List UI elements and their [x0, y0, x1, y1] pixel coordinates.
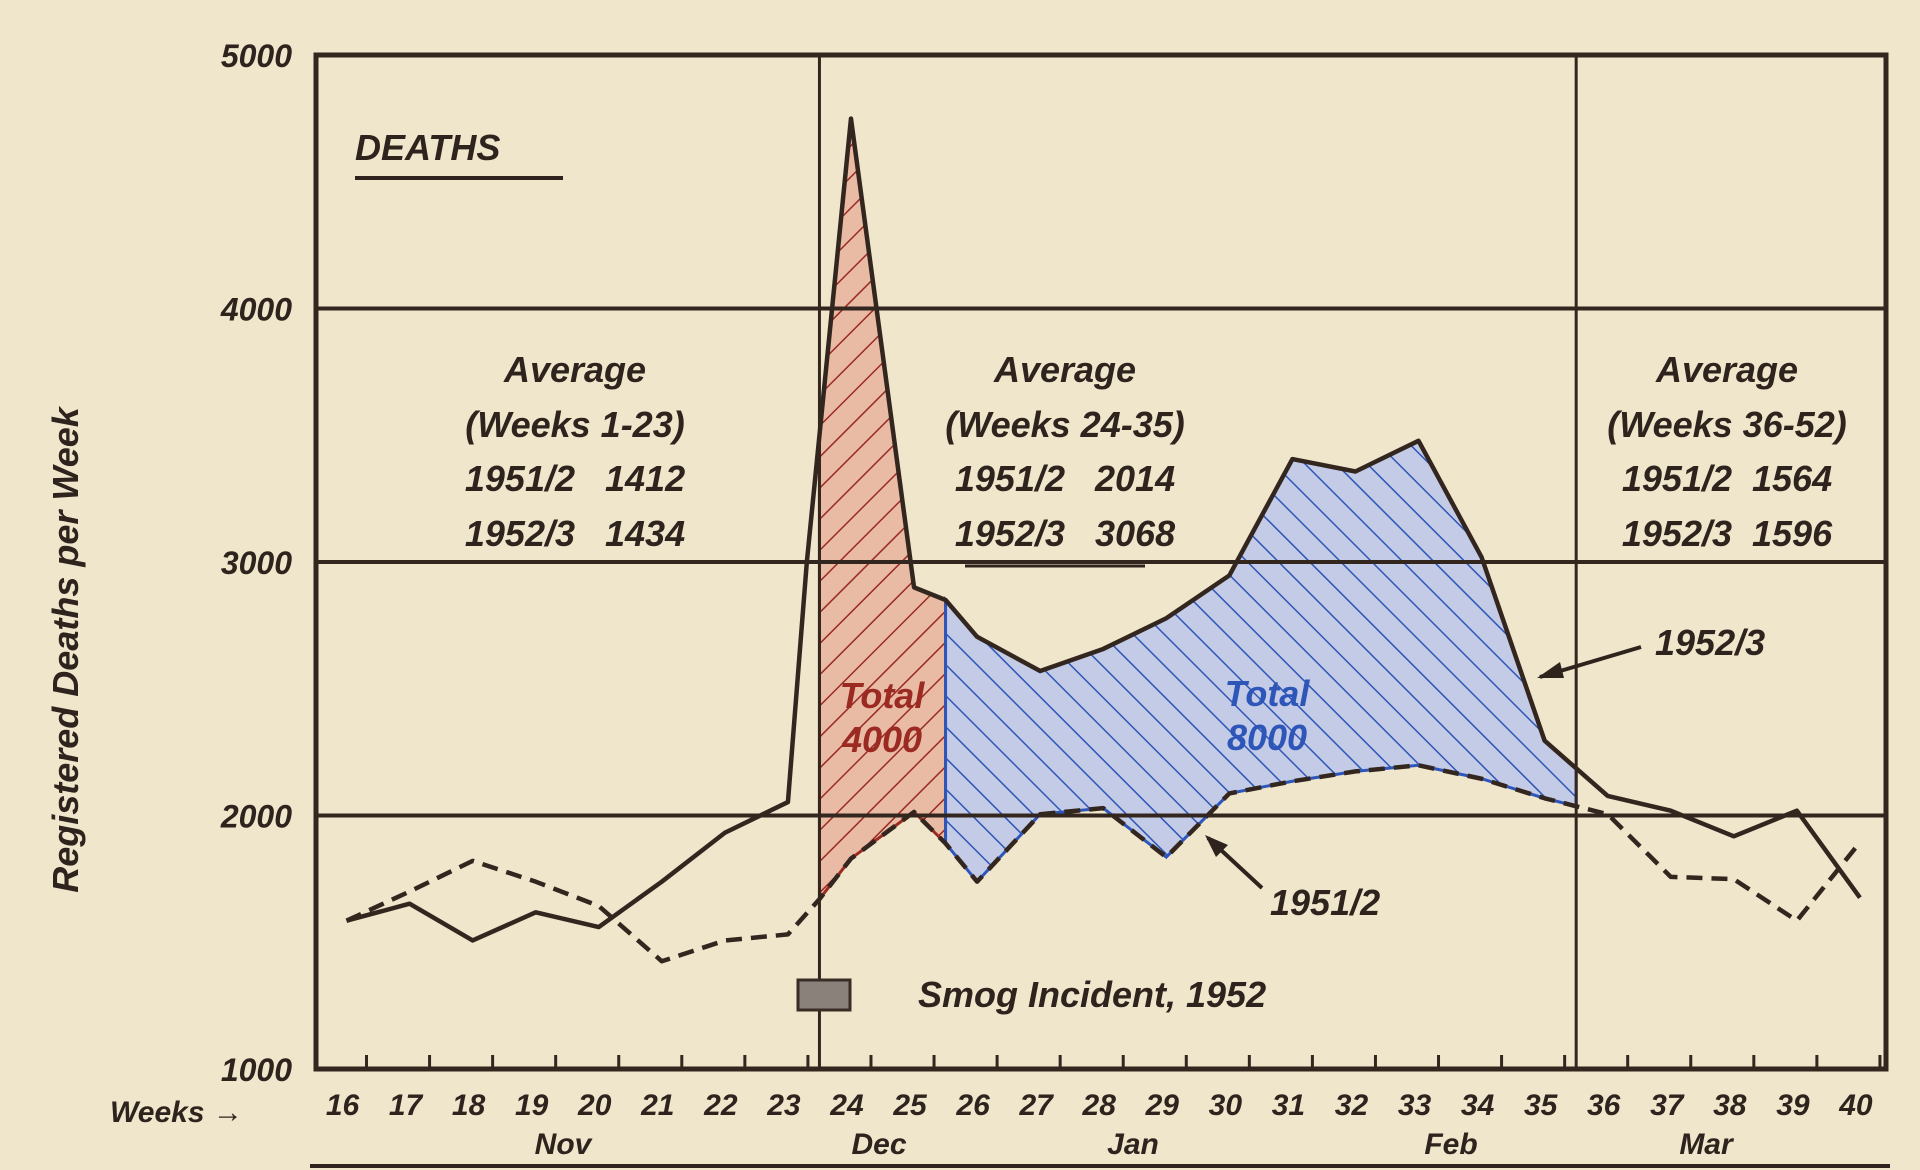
x-tick-label: 23 — [766, 1089, 801, 1122]
y-tick-label: 5000 — [221, 38, 292, 74]
series-line-1951-2 — [345, 763, 1862, 964]
series-line-1952-3 — [345, 116, 1862, 943]
period2-line3: 1951/2 2014 — [955, 458, 1175, 499]
month-label: Feb — [1424, 1128, 1477, 1161]
red-total-label: Total — [840, 675, 926, 716]
series-label-1952: 1952/3 — [1655, 622, 1765, 663]
x-tick-label: 24 — [829, 1089, 864, 1122]
arrowhead-1952 — [1537, 662, 1564, 678]
plot-frame — [313, 52, 1889, 1072]
period2-line1: Average — [993, 349, 1136, 390]
period1-line1: Average — [503, 349, 646, 390]
period3-line2: (Weeks 36-52) — [1607, 404, 1846, 445]
month-label: Mar — [1679, 1128, 1735, 1161]
x-tick-label: 26 — [955, 1089, 990, 1122]
x-tick-label: 30 — [1209, 1089, 1243, 1122]
x-tick-label: 38 — [1713, 1089, 1747, 1122]
smog-incident-label: Smog Incident, 1952 — [918, 974, 1266, 1015]
x-tick-label: 34 — [1461, 1089, 1495, 1122]
arrowhead-1951 — [1205, 835, 1228, 857]
blue-total-value: 8000 — [1227, 717, 1307, 758]
x-tick-label: 40 — [1838, 1089, 1873, 1122]
month-label: Jan — [1107, 1128, 1159, 1161]
x-tick-label: 16 — [326, 1089, 360, 1122]
x-tick-label: 31 — [1272, 1089, 1305, 1122]
chart-title: DEATHS — [355, 127, 500, 168]
x-tick-label: 21 — [640, 1089, 674, 1122]
red-total-value: 4000 — [841, 719, 922, 760]
x-tick-label: 33 — [1398, 1089, 1432, 1122]
period3-line3: 1951/2 1564 — [1622, 458, 1832, 499]
series-label-1951: 1951/2 — [1270, 882, 1380, 923]
blue-total-label: Total — [1225, 673, 1311, 714]
x-tick-label: 39 — [1776, 1089, 1810, 1122]
x-tick-label: 25 — [892, 1089, 928, 1122]
y-tick-label: 1000 — [221, 1052, 292, 1088]
period2-line2: (Weeks 24-35) — [945, 404, 1184, 445]
x-tick-label: 27 — [1018, 1089, 1054, 1122]
period1-line2: (Weeks 1-23) — [465, 404, 684, 445]
period2-line4: 1952/3 3068 — [955, 513, 1175, 554]
x-tick-label: 22 — [703, 1089, 738, 1122]
y-tick-label: 2000 — [220, 799, 292, 835]
x-tick-label: 20 — [577, 1089, 612, 1122]
x-tick-label: 18 — [452, 1089, 486, 1122]
period3-line4: 1952/3 1596 — [1622, 513, 1833, 554]
period3-line1: Average — [1655, 349, 1798, 390]
x-tick-label: 36 — [1587, 1089, 1621, 1122]
y-tick-label: 3000 — [221, 545, 292, 581]
weeks-axis-label: Weeks → — [110, 1096, 243, 1129]
y-tick-label: 4000 — [220, 292, 292, 328]
x-tick-label: 19 — [515, 1089, 549, 1122]
period1-line3: 1951/2 1412 — [465, 458, 685, 499]
period1-line4: 1952/3 1434 — [465, 513, 685, 554]
x-tick-label: 35 — [1524, 1089, 1559, 1122]
x-tick-label: 37 — [1650, 1089, 1685, 1122]
x-tick-label: 29 — [1145, 1089, 1180, 1122]
month-label: Nov — [535, 1128, 594, 1161]
y-axis-label: Registered Deaths per Week — [45, 405, 86, 893]
x-tick-label: 28 — [1082, 1089, 1117, 1122]
smog-incident-marker — [796, 978, 852, 1012]
month-label: Dec — [851, 1128, 906, 1161]
x-tick-label: 17 — [389, 1089, 424, 1122]
x-tick-label: 32 — [1335, 1089, 1369, 1122]
